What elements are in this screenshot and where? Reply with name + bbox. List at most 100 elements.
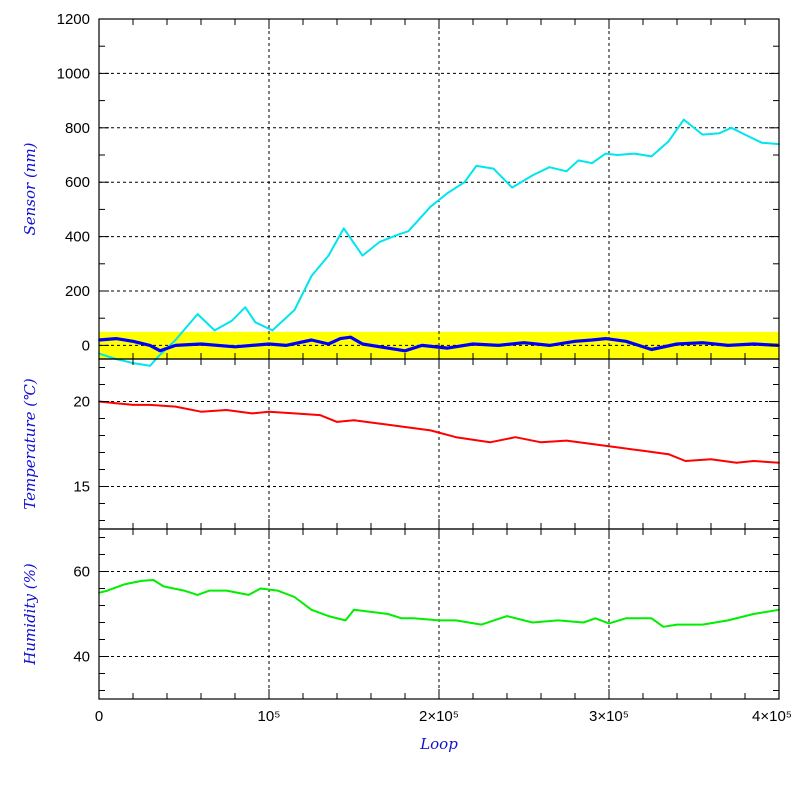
series-point [225, 589, 228, 592]
series-point [577, 159, 580, 162]
series-point [149, 404, 151, 406]
series-point [319, 414, 321, 416]
series-point [395, 234, 398, 237]
series-point [115, 337, 117, 340]
series-point [472, 343, 474, 345]
series-point [497, 344, 500, 347]
series-point [429, 429, 432, 432]
panel-1: 0 200 400 600 800 1000 1200 Sensor (nm) [21, 11, 780, 367]
series-point [400, 617, 403, 620]
series-point [608, 622, 610, 625]
series-point [310, 608, 313, 611]
series-point [591, 162, 593, 165]
series-point [604, 337, 607, 340]
series-point [667, 140, 670, 143]
series-point [642, 449, 644, 452]
series-point [404, 349, 406, 352]
series-point [667, 453, 670, 456]
series-point [251, 412, 253, 415]
panel-2: 15 20 Temperature (℃) [21, 358, 780, 530]
series-point [344, 619, 347, 622]
series-point [650, 617, 653, 620]
series-point [761, 141, 763, 144]
series-point [140, 579, 143, 582]
series-point [183, 589, 185, 592]
series-point [565, 170, 568, 173]
series-point [744, 133, 746, 136]
series-point [361, 254, 364, 257]
series-point [676, 623, 678, 626]
series-point [594, 617, 597, 620]
panel-3: 40 60 Humidity (%) 0 10⁵ 2×10⁵ 3×10⁵ 4×10⁵ Loop [21, 528, 792, 753]
y-axis-title: Sensor (nm) [21, 142, 39, 235]
series-point [310, 339, 313, 341]
y-tick-label: 20 [73, 394, 90, 411]
series-point [407, 230, 410, 233]
series-point [752, 343, 755, 345]
series-point [200, 410, 202, 413]
series-point [727, 344, 729, 347]
series-point [157, 355, 160, 358]
x-tick-label: 10⁵ [258, 708, 281, 725]
series-point [633, 152, 636, 155]
y-tick-label: 0 [82, 337, 90, 354]
series-point [349, 336, 352, 339]
series-point [159, 349, 162, 352]
series-point [327, 615, 330, 618]
y-tick-label: 60 [73, 564, 90, 581]
series-point [582, 621, 585, 624]
series-point [196, 593, 199, 596]
y-tick-label: 1200 [57, 11, 90, 28]
series-point [574, 340, 576, 343]
series-point [353, 608, 355, 611]
series-point [523, 341, 525, 344]
series-point [735, 461, 738, 464]
series-point [132, 404, 134, 406]
series-point [650, 348, 653, 351]
series-point [254, 321, 257, 324]
series-point [174, 339, 177, 341]
series-point [752, 460, 755, 462]
series-point [361, 343, 364, 345]
series-point [480, 623, 483, 626]
series-point [531, 174, 534, 177]
series-point [213, 329, 216, 332]
series-point [604, 152, 607, 155]
y-axis-title: Temperature (℃) [21, 378, 39, 510]
series-point [310, 275, 313, 277]
series-point [492, 167, 495, 170]
series-point [174, 344, 177, 347]
series-point [455, 619, 457, 622]
series-point [268, 410, 270, 413]
series-point [727, 619, 729, 622]
series-point [378, 422, 381, 425]
series-point [387, 613, 389, 615]
series-point [682, 118, 685, 121]
series-point [591, 339, 593, 341]
series-point [293, 309, 296, 311]
x-tick-label: 2×10⁵ [419, 708, 459, 725]
series-point [718, 132, 721, 135]
y-tick-label: 40 [73, 649, 90, 666]
series-point [200, 343, 202, 345]
series-point [730, 126, 733, 129]
series-line-1 [98, 400, 780, 464]
series-point [625, 617, 627, 620]
series-point [247, 593, 250, 596]
y-tick-label: 200 [65, 283, 90, 300]
series-point [370, 610, 372, 613]
series-point [548, 166, 551, 169]
series-point [625, 340, 627, 343]
y-tick-label: 800 [65, 120, 90, 137]
series-point [565, 439, 568, 442]
series-point [342, 227, 345, 230]
series-point [152, 579, 155, 581]
series-point [429, 205, 432, 208]
x-axis-title: Loop [419, 735, 458, 753]
series-point [225, 409, 228, 411]
series-point [463, 181, 466, 184]
series-point [701, 133, 704, 136]
series-point [387, 347, 389, 350]
y-tick-label: 400 [65, 229, 90, 246]
